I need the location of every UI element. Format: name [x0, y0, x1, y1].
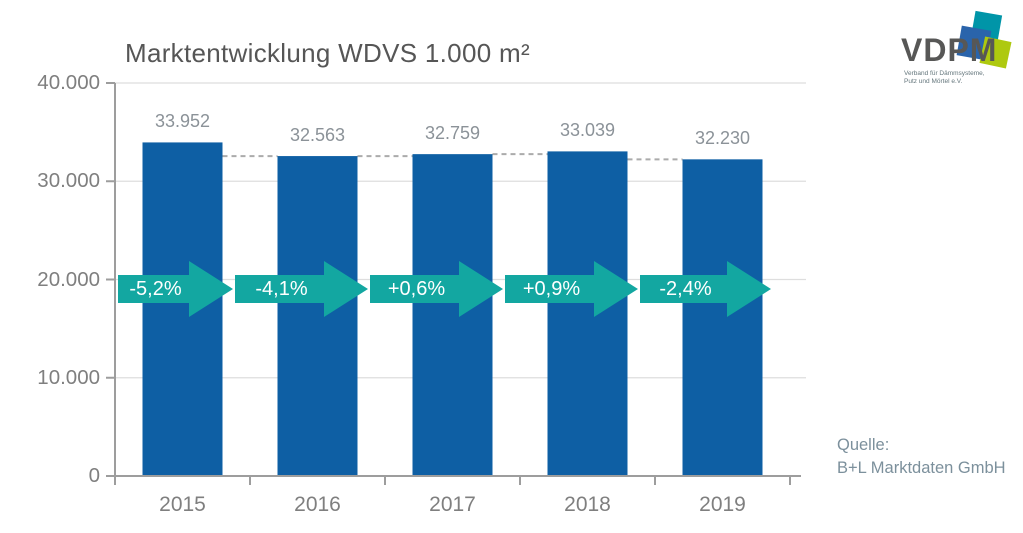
y-axis-label: 30.000 — [37, 169, 100, 193]
vdpm-logo: VDPM Verband für Dämmsysteme, Putz und M… — [896, 8, 1018, 92]
logo-tagline-line2: Putz und Mörtel e.V. — [904, 78, 963, 85]
growth-label: -5,2% — [129, 278, 182, 300]
growth-arrow — [235, 261, 368, 317]
growth-label: -4,1% — [255, 278, 308, 300]
bar-2018 — [547, 151, 628, 476]
y-axis-label: 20.000 — [37, 267, 100, 291]
bar-value-label: 32.563 — [289, 125, 346, 146]
bar-2019 — [682, 159, 763, 476]
bar-value-label: 33.952 — [154, 111, 211, 132]
source-label: Quelle: — [837, 436, 890, 454]
x-axis-label: 2016 — [294, 493, 341, 516]
logo-wordmark: VDPM — [901, 32, 998, 68]
growth-arrow — [370, 261, 503, 317]
bar-value-label: 33.039 — [559, 120, 616, 141]
y-axis-label: 40.000 — [37, 71, 100, 94]
source-note: Quelle: B+L Marktdaten GmbH — [837, 434, 1006, 480]
growth-arrow — [505, 261, 638, 317]
growth-arrow — [640, 261, 771, 317]
y-axis-label: 10.000 — [37, 365, 100, 389]
x-axis-label: 2018 — [564, 493, 611, 516]
growth-arrow — [118, 261, 233, 317]
logo-tagline-line1: Verband für Dämmsysteme, — [904, 70, 985, 77]
bar-2016 — [277, 156, 358, 476]
growth-label: +0,9% — [522, 278, 581, 300]
bar-value-label: 32.759 — [424, 123, 481, 144]
bar-2015 — [142, 142, 223, 476]
growth-label: +0,6% — [387, 278, 446, 300]
x-axis-label: 2017 — [429, 493, 476, 516]
chart-title: Marktentwicklung WDVS 1.000 m² — [125, 38, 530, 68]
bar-2017 — [412, 154, 493, 476]
x-axis-label: 2015 — [159, 493, 206, 516]
growth-label: -2,4% — [659, 278, 712, 300]
bar-value-label: 32.230 — [694, 128, 751, 149]
source-name: B+L Marktdaten GmbH — [837, 459, 1006, 477]
y-axis-label: 0 — [88, 464, 100, 487]
x-axis-label: 2019 — [699, 493, 746, 516]
